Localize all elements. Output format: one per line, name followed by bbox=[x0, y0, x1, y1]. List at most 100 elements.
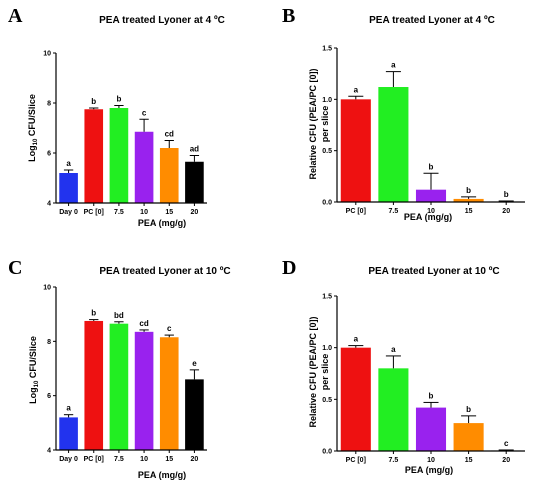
panel-letter-a: A bbox=[8, 5, 23, 27]
panel-b-xtick-label-3: 10 bbox=[427, 208, 435, 215]
panel-d-ytick-label-3: 1.0 bbox=[322, 345, 332, 352]
panel-c-ylabel: Log10 CFU/Slice bbox=[28, 336, 40, 404]
panel-a-bar-2 bbox=[84, 109, 104, 203]
panel-c-bar-3 bbox=[109, 323, 129, 450]
panel-d-xtick-label-4: 15 bbox=[465, 457, 473, 464]
panel-d-ytick-label-1: 0.0 bbox=[322, 449, 332, 456]
panel-a-sig-letter-4: c bbox=[142, 108, 147, 117]
panel-d-bar-1 bbox=[340, 347, 371, 451]
panel-c-xtick-label-4: 10 bbox=[140, 456, 148, 463]
panel-letter-c: C bbox=[8, 257, 22, 279]
panel-a-ylabel-rest: CFU/Slice bbox=[27, 94, 37, 139]
panel-a-xlabel: PEA (mg/g) bbox=[138, 218, 186, 228]
panel-a-sig-letter-1: a bbox=[66, 159, 71, 168]
panel-d-sig-letter-1: a bbox=[354, 335, 359, 344]
panel-b-bar-2 bbox=[378, 87, 409, 202]
panel-a-ylabel-main: Log bbox=[27, 145, 37, 162]
panel-d-ylabel-line2: per slice bbox=[320, 354, 330, 391]
panel-d-bar-3 bbox=[415, 407, 447, 451]
panel-b-xlabel: PEA (mg/g) bbox=[404, 212, 452, 222]
panel-a-bar-1 bbox=[59, 173, 78, 203]
panel-a-xtick-label-4: 10 bbox=[140, 209, 148, 216]
panel-d-ytick-label-4: 1.5 bbox=[322, 294, 332, 301]
panel-b-ytick-label-4: 1.5 bbox=[322, 46, 332, 53]
panel-b-bar-4 bbox=[453, 198, 484, 202]
panel-d-plot-area: a PC [0] a 7.5 b 10 b 15 c 20 0.0 0.5 1.0 1.5 bbox=[322, 294, 525, 464]
panel-c-sig-letter-5: c bbox=[167, 324, 172, 333]
panel-d-sig-letter-5: c bbox=[504, 439, 509, 448]
panel-c-ytick-label-3: 8 bbox=[47, 339, 51, 346]
panel-a-xtick-label-6: 20 bbox=[191, 209, 199, 216]
panel-c-xlabel: PEA (mg/g) bbox=[138, 470, 186, 480]
panel-c-bar-5 bbox=[159, 337, 179, 450]
panel-a-ytick-label-3: 8 bbox=[47, 101, 51, 108]
panel-b-ytick-label-1: 0.0 bbox=[322, 200, 332, 207]
panel-a-sig-letter-6: ad bbox=[190, 145, 199, 154]
panel-d-sig-letter-2: a bbox=[391, 345, 396, 354]
panel-b-sig-letter-5: b bbox=[504, 190, 509, 199]
panel-a-ytick-label-4: 10 bbox=[43, 51, 51, 58]
panel-c-sig-letter-3: bd bbox=[114, 311, 124, 320]
panel-d-xtick-label-1: PC [0] bbox=[346, 457, 366, 464]
panel-b-xtick-label-2: 7.5 bbox=[389, 208, 399, 215]
panel-a-xtick-label-2: PC [0] bbox=[84, 209, 104, 216]
panel-a-xtick-label-3: 7.5 bbox=[114, 209, 124, 216]
panel-b-xtick-label-4: 15 bbox=[465, 208, 473, 215]
panel-b-xtick-label-5: 20 bbox=[502, 208, 510, 215]
panel-a-sig-letter-3: b bbox=[116, 95, 121, 104]
panel-d-sig-letter-3: b bbox=[429, 391, 434, 400]
panel-a-ylabel: Log10 CFU/Slice bbox=[27, 94, 39, 162]
panel-c-ylabel-sub: 10 bbox=[34, 380, 40, 387]
panel-d-ytick-label-2: 0.5 bbox=[322, 397, 332, 404]
panel-a-sig-letter-5: cd bbox=[165, 130, 174, 139]
panel-c-xtick-label-2: PC [0] bbox=[84, 456, 104, 463]
panel-d-xlabel: PEA (mg/g) bbox=[405, 465, 453, 475]
panel-b-bar-3 bbox=[415, 189, 447, 202]
panel-b: B PEA treated Lyoner at 4 ºC PEA (mg/g) … bbox=[282, 5, 525, 222]
panel-letter-b: B bbox=[282, 5, 295, 27]
panel-b-xtick-label-1: PC [0] bbox=[346, 208, 366, 215]
panel-c-title: PEA treated Lyoner at 10 ºC bbox=[99, 266, 230, 277]
panel-c-xtick-label-5: 15 bbox=[165, 456, 173, 463]
panel-a-sig-letter-2: b bbox=[91, 97, 96, 106]
panel-b-title: PEA treated Lyoner at 4 ºC bbox=[369, 15, 495, 26]
panel-b-ylabel-line2: per slice bbox=[320, 106, 330, 143]
panel-b-plot-area: a PC [0] a 7.5 b 10 b 15 b 20 0.0 0.5 1.0 1.5 bbox=[322, 46, 525, 215]
panel-a-plot-area: a Day 0 b PC [0] b 7.5 c 10 cd 15 ad 20 4 6 8 10 bbox=[43, 51, 207, 216]
panel-a-bar-6 bbox=[185, 161, 204, 203]
panel-b-sig-letter-3: b bbox=[429, 162, 434, 171]
panel-a-xtick-label-1: Day 0 bbox=[59, 209, 78, 216]
panel-d-sig-letter-4: b bbox=[466, 405, 471, 414]
panel-c-bar-2 bbox=[84, 320, 104, 450]
panel-c-ylabel-rest: CFU/Slice bbox=[28, 336, 38, 381]
panel-a: A PEA treated Lyoner at 4 ºC PEA (mg/g) … bbox=[8, 5, 225, 228]
panel-a-xtick-label-5: 15 bbox=[165, 209, 173, 216]
panel-c-bar-1 bbox=[59, 417, 78, 450]
panel-d-title: PEA treated Lyoner at 10 ºC bbox=[368, 266, 499, 277]
panel-c-sig-letter-2: b bbox=[91, 309, 96, 318]
panel-c-sig-letter-4: cd bbox=[139, 319, 148, 328]
panel-c: C PEA treated Lyoner at 10 ºC PEA (mg/g)… bbox=[8, 257, 231, 480]
panel-letter-d: D bbox=[282, 257, 296, 279]
panel-b-ytick-label-2: 0.5 bbox=[322, 148, 332, 155]
panel-d: D PEA treated Lyoner at 10 ºC PEA (mg/g)… bbox=[282, 257, 525, 475]
panel-a-bar-5 bbox=[159, 148, 179, 203]
panel-a-ylabel-sub: 10 bbox=[33, 138, 39, 145]
panel-b-sig-letter-1: a bbox=[354, 85, 359, 94]
panel-c-sig-letter-1: a bbox=[66, 404, 71, 413]
panel-d-bar-2 bbox=[378, 368, 409, 451]
panel-a-ytick-label-2: 6 bbox=[47, 151, 51, 158]
panel-c-bar-4 bbox=[134, 331, 154, 450]
panel-c-plot-area: a Day 0 b PC [0] bd 7.5 cd 10 c 15 e 20 4 6 8 10 bbox=[43, 285, 207, 463]
panel-d-ylabel-line1: Relative CFU (PEA/PC [0]) bbox=[308, 316, 318, 427]
panel-b-sig-letter-2: a bbox=[391, 61, 396, 70]
panel-d-bar-4 bbox=[453, 423, 484, 451]
panel-c-ytick-label-2: 6 bbox=[47, 393, 51, 400]
panel-c-bar-6 bbox=[185, 379, 204, 450]
panel-a-bar-4 bbox=[134, 131, 154, 203]
panel-a-ytick-label-1: 4 bbox=[47, 201, 51, 208]
panel-d-xtick-label-2: 7.5 bbox=[389, 457, 399, 464]
panel-a-title: PEA treated Lyoner at 4 ºC bbox=[99, 15, 225, 26]
panel-c-xtick-label-1: Day 0 bbox=[59, 456, 78, 463]
